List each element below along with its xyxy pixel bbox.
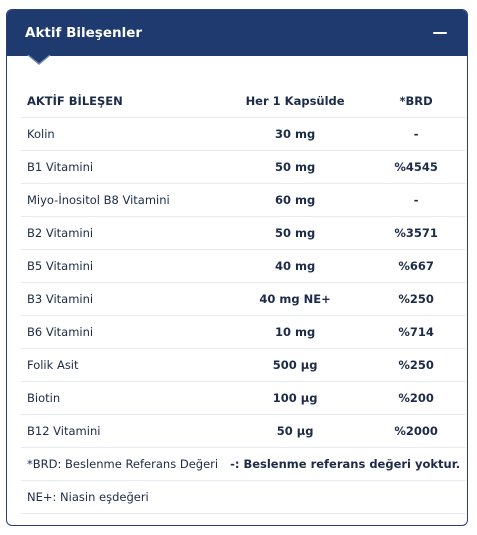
active-ingredients-panel: Aktif Bileşenler AKTİF BİLEŞEN Her 1 Kap… xyxy=(6,9,468,526)
ingredient-brd: %4545 xyxy=(366,150,467,184)
table-row: Miyo-İnositol B8 Vitamini 60 mg - xyxy=(21,183,467,217)
ingredient-brd: %250 xyxy=(366,348,467,382)
ingredient-brd: %250 xyxy=(366,282,467,316)
ingredient-brd: %200 xyxy=(366,381,467,415)
column-header-brd: *BRD xyxy=(366,85,467,118)
table-row: Folik Asit 500 µg %250 xyxy=(21,348,467,382)
header-pointer xyxy=(29,55,49,63)
table-row: Kolin 30 mg - xyxy=(21,117,467,151)
ingredient-brd: %714 xyxy=(366,315,467,349)
table-row: B2 Vitamini 50 mg %3571 xyxy=(21,216,467,250)
ingredient-name: Miyo-İnositol B8 Vitamini xyxy=(21,183,225,217)
table-row: Biotin 100 µg %200 xyxy=(21,381,467,415)
ingredient-amount: 30 mg xyxy=(224,117,367,151)
ingredient-brd: - xyxy=(366,183,467,217)
ingredient-amount: 60 mg xyxy=(224,183,367,217)
ingredient-amount: 40 mg xyxy=(224,249,367,283)
ingredient-name: Biotin xyxy=(21,381,225,415)
collapse-button[interactable] xyxy=(429,22,451,44)
ingredient-amount: 50 µg xyxy=(224,414,367,448)
ingredient-name: B12 Vitamini xyxy=(21,414,225,448)
note-row-brd: *BRD: Beslenme Referans Değeri -: Beslen… xyxy=(21,447,467,481)
column-header-ingredient: AKTİF BİLEŞEN xyxy=(21,85,225,118)
ingredient-brd: %3571 xyxy=(366,216,467,250)
ingredient-brd: - xyxy=(366,117,467,151)
table-row: B12 Vitamini 50 µg %2000 xyxy=(21,414,467,448)
note-ne: NE+: Niasin eşdeğeri xyxy=(21,480,467,514)
ingredient-name: B5 Vitamini xyxy=(21,249,225,283)
ingredient-brd: %667 xyxy=(366,249,467,283)
ingredient-name: Kolin xyxy=(21,117,225,151)
table-row: B5 Vitamini 40 mg %667 xyxy=(21,249,467,283)
ingredient-name: B2 Vitamini xyxy=(21,216,225,250)
table-header-row: AKTİF BİLEŞEN Her 1 Kapsülde *BRD xyxy=(21,85,467,118)
panel-title: Aktif Bileşenler xyxy=(25,25,143,41)
table-row: B6 Vitamini 10 mg %714 xyxy=(21,315,467,349)
note-row-ne: NE+: Niasin eşdeğeri xyxy=(21,480,467,514)
ingredient-name: B1 Vitamini xyxy=(21,150,225,184)
ingredient-amount: 500 µg xyxy=(224,348,367,382)
ingredient-name: B6 Vitamini xyxy=(21,315,225,349)
ingredient-amount: 10 mg xyxy=(224,315,367,349)
note-dash: -: Beslenme referans değeri yoktur. xyxy=(224,447,467,481)
ingredient-name: Folik Asit xyxy=(21,348,225,382)
ingredient-amount: 40 mg NE+ xyxy=(224,282,367,316)
table-row: B1 Vitamini 50 mg %4545 xyxy=(21,150,467,184)
ingredient-amount: 50 mg xyxy=(224,216,367,250)
ingredients-table: AKTİF BİLEŞEN Her 1 Kapsülde *BRD Kolin … xyxy=(21,85,467,514)
ingredient-brd: %2000 xyxy=(366,414,467,448)
ingredient-name: B3 Vitamini xyxy=(21,282,225,316)
table-row: B3 Vitamini 40 mg NE+ %250 xyxy=(21,282,467,316)
column-header-amount: Her 1 Kapsülde xyxy=(224,85,367,118)
minus-icon xyxy=(433,32,447,34)
ingredient-amount: 100 µg xyxy=(224,381,367,415)
note-brd: *BRD: Beslenme Referans Değeri xyxy=(21,447,225,481)
panel-header[interactable]: Aktif Bileşenler xyxy=(7,10,467,56)
ingredient-amount: 50 mg xyxy=(224,150,367,184)
